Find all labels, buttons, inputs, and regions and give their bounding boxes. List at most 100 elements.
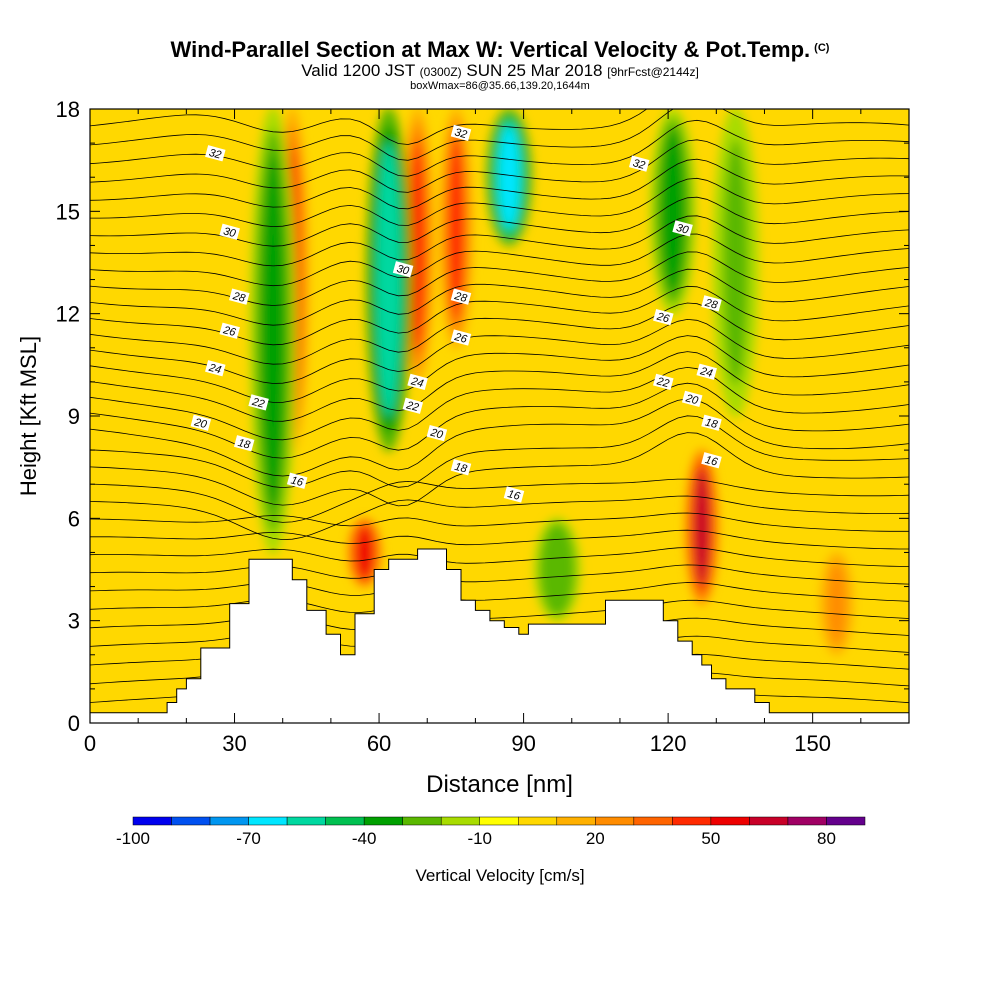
y-tick-label: 9 bbox=[68, 404, 80, 429]
theta-label-bg bbox=[426, 424, 448, 442]
x-tick-label: 90 bbox=[511, 731, 535, 756]
downdraft-level bbox=[378, 151, 399, 408]
theta-label-text: 22 bbox=[404, 399, 420, 414]
theta-label-bg bbox=[696, 363, 717, 380]
theta-label-bg bbox=[205, 145, 226, 162]
theta-contour-line bbox=[90, 158, 909, 210]
theta-label-bg bbox=[205, 360, 226, 377]
x-tick-label: 0 bbox=[84, 731, 96, 756]
theta-contour-line bbox=[90, 598, 909, 620]
theta-label-bg bbox=[653, 373, 674, 391]
y-tick-label: 15 bbox=[56, 199, 80, 224]
downdraft-level bbox=[499, 126, 520, 229]
theta-label-bg bbox=[450, 288, 472, 305]
axes: 0 30 60 90 120 150 0 3 6 9 12 15 18 Distance [nm] Heig… bbox=[16, 97, 910, 798]
theta-label-bg bbox=[450, 459, 472, 476]
theta-label-text: 30 bbox=[675, 222, 691, 237]
theta-label: 26 bbox=[653, 308, 674, 326]
updraft-level bbox=[410, 143, 425, 348]
theta-label: 18 bbox=[701, 414, 722, 431]
theta-label: 32 bbox=[450, 124, 472, 142]
theta-label-bg bbox=[248, 394, 269, 411]
theta-label-text: 22 bbox=[655, 375, 671, 390]
theta-label: 30 bbox=[672, 220, 693, 237]
theta-contour-line bbox=[90, 335, 909, 403]
updraft-level bbox=[694, 469, 710, 585]
colorbar-segment bbox=[518, 816, 558, 826]
theta-label: 20 bbox=[681, 390, 703, 407]
colorbar-segment bbox=[402, 816, 442, 826]
theta-contour-line bbox=[90, 215, 909, 267]
theta-label-bg bbox=[219, 223, 240, 240]
chart-title-block: Wind-Parallel Section at Max W: Vertical… bbox=[0, 36, 1000, 92]
theta-label: 22 bbox=[248, 394, 269, 411]
theta-label-bg bbox=[653, 308, 674, 326]
colorbar-tick-label: -100 bbox=[116, 829, 150, 848]
theta-contour-line bbox=[90, 432, 909, 507]
theta-label-text: 22 bbox=[250, 396, 266, 411]
theta-contour-line bbox=[90, 119, 909, 177]
theta-label-bg bbox=[402, 397, 424, 414]
theta-label-text: 28 bbox=[703, 297, 720, 312]
theta-label: 24 bbox=[407, 373, 428, 391]
y-tick-label: 18 bbox=[56, 97, 80, 122]
updraft-band bbox=[819, 551, 854, 656]
theta-label-text: 24 bbox=[698, 365, 714, 380]
colorbar-segment bbox=[749, 816, 789, 826]
theta-contour-line bbox=[90, 398, 909, 477]
theta-label-text: 30 bbox=[222, 225, 238, 240]
colorbar-segment bbox=[556, 816, 596, 826]
downdraft-level bbox=[263, 164, 283, 498]
y-tick-label: 0 bbox=[68, 711, 80, 736]
theta-label: 20 bbox=[426, 424, 448, 442]
theta-contour-line bbox=[90, 318, 909, 384]
x-axis-label: Distance [nm] bbox=[426, 771, 573, 798]
theta-label-bg bbox=[450, 124, 472, 142]
colorbar-tick-label: -40 bbox=[352, 829, 377, 848]
theta-label: 24 bbox=[205, 360, 226, 377]
theta-label-text: 26 bbox=[452, 331, 469, 346]
y-tick-label: 12 bbox=[56, 302, 80, 327]
chart-title-text: Wind-Parallel Section at Max W: Vertical… bbox=[170, 37, 811, 62]
plot-clip-group: 32 32 32 30 30 30 28 28 28 26 26 26 24 24 24 22 22 22 20 20… bbox=[90, 109, 909, 723]
theta-contour-line bbox=[90, 109, 909, 145]
theta-label-text: 28 bbox=[452, 290, 469, 305]
theta-label-text: 26 bbox=[655, 310, 672, 325]
theta-label: 18 bbox=[233, 435, 255, 452]
updraft-band bbox=[347, 517, 382, 587]
theta-label-bg bbox=[286, 472, 308, 489]
y-ticks: 0 3 6 9 12 15 18 bbox=[56, 97, 909, 736]
downdraft-band bbox=[712, 109, 759, 418]
theta-label: 16 bbox=[701, 452, 722, 469]
colorbar-segment bbox=[710, 816, 750, 826]
colorbar-segment bbox=[363, 816, 403, 826]
theta-contour-line bbox=[90, 382, 909, 459]
colorbar-tick-label: -10 bbox=[467, 829, 492, 848]
theta-label-text: 28 bbox=[231, 290, 248, 305]
theta-contour-line bbox=[90, 495, 909, 541]
colorbar-segment bbox=[209, 816, 249, 826]
theta-label-bg bbox=[701, 452, 722, 469]
theta-label: 32 bbox=[205, 145, 226, 162]
theta-label-text: 20 bbox=[428, 426, 445, 441]
theta-label-text: 20 bbox=[684, 392, 701, 407]
theta-label: 28 bbox=[701, 295, 722, 312]
theta-label-text: 16 bbox=[289, 474, 305, 489]
theta-contour-line bbox=[90, 251, 909, 306]
downdraft-band bbox=[365, 109, 412, 453]
theta-label-bg bbox=[407, 373, 428, 391]
theta-label-text: 32 bbox=[208, 147, 223, 162]
colorbar-tick-label: 50 bbox=[701, 829, 720, 848]
theta-contour-line bbox=[90, 177, 909, 228]
theta-label-bg bbox=[190, 414, 212, 431]
theta-label-text: 32 bbox=[631, 157, 646, 172]
theta-label-text: 32 bbox=[453, 126, 468, 141]
updraft-band bbox=[439, 109, 473, 350]
theta-label-text: 30 bbox=[395, 263, 411, 278]
valid-time-line: Valid 1200 JST (0300Z) SUN 25 Mar 2018 [… bbox=[0, 62, 1000, 81]
theta-contour-line bbox=[90, 547, 909, 567]
theta-label-bg bbox=[672, 220, 693, 237]
valid-prefix: Valid 1200 JST bbox=[301, 61, 415, 80]
theta-label: 26 bbox=[450, 329, 472, 346]
downdraft-level bbox=[547, 531, 568, 608]
